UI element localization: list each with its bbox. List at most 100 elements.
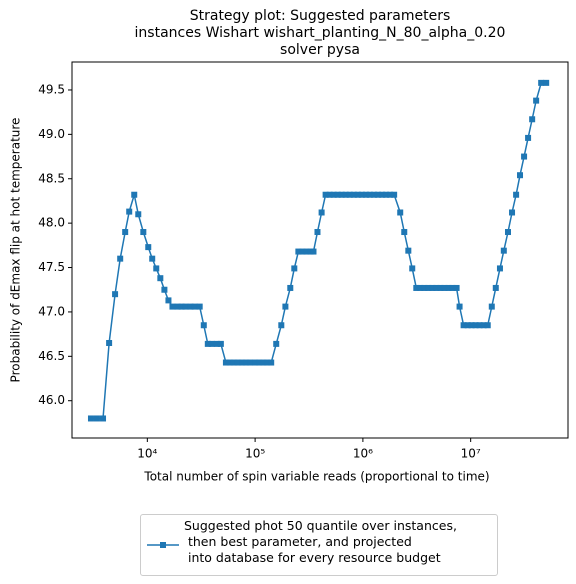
point: [200, 322, 207, 329]
point: [513, 191, 520, 198]
y-tick-label: 48.5: [38, 171, 65, 185]
point: [153, 265, 160, 272]
point: [322, 191, 329, 198]
point: [243, 359, 250, 366]
point: [295, 248, 302, 255]
point: [145, 244, 152, 251]
point: [217, 340, 224, 347]
point: [429, 284, 436, 291]
point: [140, 229, 147, 236]
point: [488, 303, 495, 310]
point: [484, 322, 491, 329]
point: [346, 191, 353, 198]
point: [287, 284, 294, 291]
x-tick-label: 10⁶: [353, 447, 373, 461]
y-tick-label: 46.0: [38, 393, 65, 407]
point: [358, 191, 365, 198]
axes-frame: [71, 61, 569, 439]
point: [366, 191, 373, 198]
point: [379, 191, 386, 198]
x-tick-label: 10⁷: [461, 447, 481, 461]
series-line: [90, 82, 547, 420]
point: [449, 284, 456, 291]
legend-swatch: [147, 542, 179, 548]
point: [363, 191, 370, 198]
point: [135, 211, 142, 218]
point: [500, 247, 507, 254]
point: [230, 359, 237, 366]
point: [93, 415, 100, 422]
point: [106, 340, 113, 347]
point: [117, 255, 124, 262]
point: [178, 303, 185, 310]
point: [252, 359, 259, 366]
chart-title: Strategy plot: Suggested parameters inst…: [134, 8, 506, 58]
point: [338, 191, 345, 198]
point: [472, 322, 479, 329]
point: [149, 255, 156, 262]
point: [517, 172, 524, 179]
y-tick-label: 47.5: [38, 260, 65, 274]
point: [456, 303, 463, 310]
point: [226, 359, 233, 366]
legend-label: Suggested phot 50 quantile over instance…: [184, 518, 457, 565]
point: [334, 191, 341, 198]
point: [371, 191, 378, 198]
point: [299, 248, 306, 255]
point: [222, 359, 229, 366]
point: [169, 303, 176, 310]
y-tick-label: 49.5: [38, 82, 65, 96]
point: [421, 284, 428, 291]
point: [187, 303, 194, 310]
point: [350, 191, 357, 198]
point: [413, 284, 420, 291]
point: [391, 191, 398, 198]
point: [256, 359, 263, 366]
point: [397, 209, 404, 216]
point: [492, 284, 499, 291]
point: [374, 191, 381, 198]
point: [122, 229, 129, 236]
point: [529, 116, 536, 123]
point: [533, 97, 540, 104]
x-axis-label: Total number of spin variable reads (pro…: [143, 470, 489, 484]
point: [525, 134, 532, 141]
point: [291, 265, 298, 272]
point: [425, 284, 432, 291]
y-tick-label: 47.0: [38, 304, 65, 318]
point: [126, 208, 133, 215]
point: [437, 284, 444, 291]
x-tick-label: 10⁴: [137, 447, 157, 461]
point: [387, 191, 394, 198]
point: [310, 248, 317, 255]
point: [326, 191, 333, 198]
point: [401, 229, 408, 236]
point: [405, 247, 412, 254]
point: [330, 191, 337, 198]
point: [342, 191, 349, 198]
point: [278, 322, 285, 329]
point: [468, 322, 475, 329]
point: [303, 248, 310, 255]
point: [191, 303, 198, 310]
point: [453, 284, 460, 291]
point: [460, 322, 467, 329]
point: [182, 303, 189, 310]
y-axis-label: Probability of dEmax flip at hot tempera…: [9, 118, 23, 383]
point: [417, 284, 424, 291]
legend: Suggested phot 50 quantile over instance…: [140, 514, 498, 576]
y-tick-label: 49.0: [38, 127, 65, 141]
point: [504, 229, 511, 236]
point: [496, 265, 503, 272]
point: [464, 322, 471, 329]
point: [445, 284, 452, 291]
point: [521, 153, 528, 160]
point: [161, 286, 168, 293]
point: [131, 191, 138, 198]
point: [112, 291, 119, 298]
point: [157, 275, 164, 282]
point: [213, 340, 220, 347]
point: [87, 415, 94, 422]
